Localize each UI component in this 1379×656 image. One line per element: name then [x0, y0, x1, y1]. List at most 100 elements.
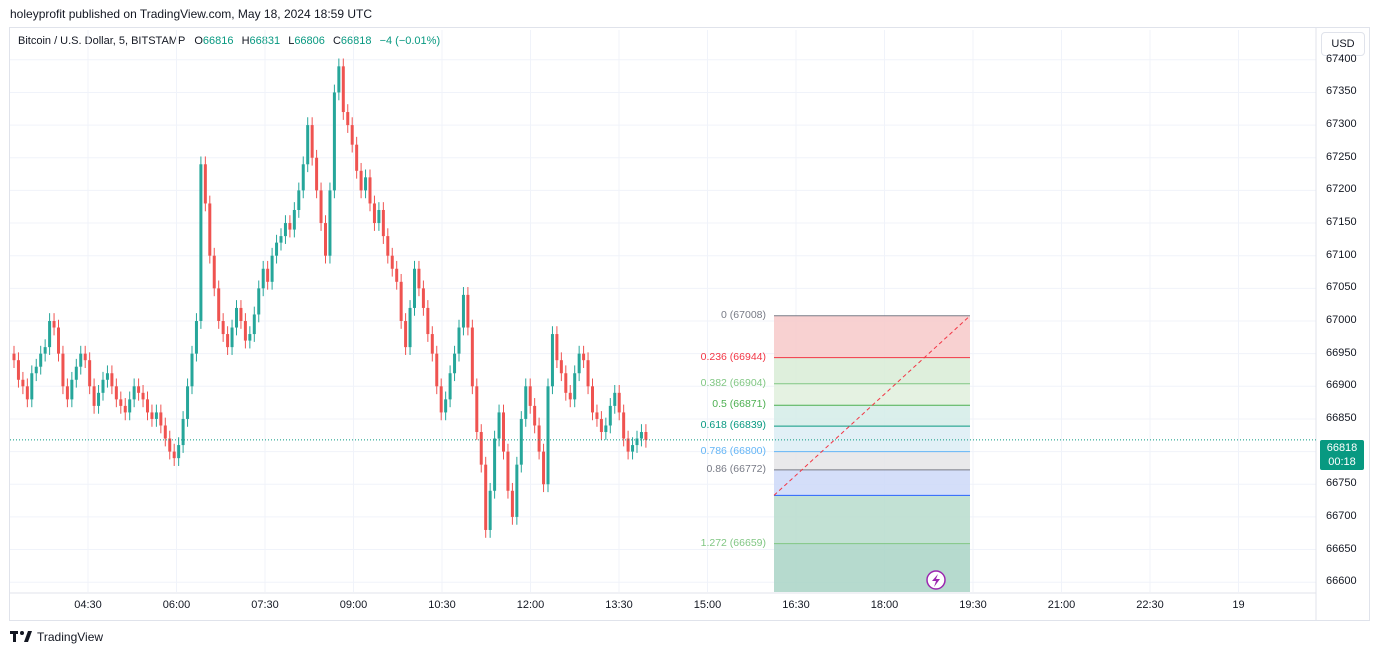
- candle-body: [252, 314, 256, 335]
- high-label: H: [241, 35, 250, 47]
- candle-body: [497, 412, 501, 439]
- open-value: 66816: [202, 35, 234, 47]
- price-tick-label: 67150: [1326, 216, 1357, 229]
- publisher-line: holeyprofit published on TradingView.com…: [10, 7, 372, 21]
- candle-body: [368, 177, 372, 204]
- candle-body: [257, 288, 261, 315]
- candle-body: [43, 347, 47, 354]
- fib-level-label: 0.382 (66904): [700, 376, 766, 389]
- bar-countdown: 00:18: [1328, 456, 1356, 468]
- candle-body: [448, 373, 452, 400]
- candle-body: [199, 164, 203, 321]
- fib-zone: [774, 405, 970, 427]
- price-tick-label: 67300: [1326, 118, 1357, 131]
- candle-body: [83, 353, 87, 361]
- candle-body: [488, 490, 492, 530]
- candle-body: [457, 327, 461, 354]
- candle-body: [97, 392, 101, 406]
- price-tick-label: 66700: [1326, 509, 1357, 522]
- candle-body: [248, 334, 252, 341]
- chart-frame: [9, 27, 1370, 621]
- candle-body: [61, 353, 65, 387]
- candle-body: [70, 379, 74, 400]
- candle-body: [381, 209, 385, 237]
- candle-body: [591, 386, 594, 413]
- candle-body: [555, 334, 559, 361]
- fib-zone: [774, 426, 970, 452]
- candle-body: [408, 307, 412, 348]
- candle-body: [479, 432, 483, 465]
- candle-body: [221, 321, 225, 335]
- candle-body: [203, 164, 207, 204]
- candle-body: [417, 268, 421, 289]
- brand-name: TradingView: [37, 630, 104, 644]
- candle-body: [16, 360, 20, 380]
- fib-level-label: 0.86 (66772): [706, 462, 766, 475]
- candle-body: [275, 242, 279, 256]
- candle-body: [608, 405, 612, 426]
- price-tick-label: 66950: [1326, 346, 1357, 359]
- candle-body: [550, 334, 554, 387]
- candle-body: [150, 412, 154, 419]
- candle-body: [644, 432, 648, 440]
- candle-body: [306, 125, 310, 165]
- candle-body: [470, 327, 474, 387]
- candle-body: [230, 327, 234, 348]
- candle-body: [466, 294, 470, 328]
- candle-body: [346, 112, 350, 126]
- brand-footer[interactable]: TradingView: [10, 630, 103, 644]
- candle-body: [573, 373, 577, 400]
- candle-body: [337, 66, 341, 93]
- candle-body: [12, 353, 16, 361]
- price-tick-label: 67200: [1326, 183, 1357, 196]
- candle-body: [226, 334, 230, 348]
- time-tick-label: 18:00: [870, 599, 899, 611]
- last-price-tag: 66818 00:18: [1320, 440, 1364, 470]
- candle-body: [626, 438, 630, 452]
- time-tick-label: 09:00: [339, 599, 368, 611]
- candle-body: [88, 360, 92, 387]
- candle-body: [283, 223, 287, 237]
- candle-body: [390, 255, 394, 269]
- candle-body: [48, 321, 52, 348]
- time-tick-label: 07:30: [251, 599, 279, 611]
- symbol-name[interactable]: Bitcoin / U.S. Dollar, 5, BITSTAMP: [18, 35, 186, 47]
- candle-body: [301, 164, 305, 191]
- time-tick-label: 13:30: [605, 599, 633, 611]
- price-tick-label: 67050: [1326, 281, 1357, 294]
- candle-body: [533, 405, 537, 426]
- candle-body: [324, 223, 327, 256]
- candle-body: [484, 464, 488, 530]
- candle-body: [430, 334, 434, 354]
- candle-body: [261, 268, 265, 289]
- time-tick-label: 10:30: [428, 599, 456, 611]
- candle-body: [622, 412, 626, 439]
- fib-level-label: 0.236 (66944): [700, 350, 766, 363]
- fib-level-label: 0.786 (66800): [700, 444, 766, 457]
- currency-button[interactable]: USD: [1321, 32, 1365, 56]
- candle-body: [39, 353, 43, 367]
- candle-body: [25, 386, 29, 400]
- candle-body: [92, 386, 96, 406]
- candle-body: [52, 321, 56, 328]
- fib-zone: [774, 357, 970, 384]
- candle-body: [599, 418, 603, 433]
- price-tick-label: 66650: [1326, 542, 1357, 555]
- candle-body: [510, 490, 514, 517]
- candle-body: [279, 236, 283, 243]
- candle-body: [297, 190, 301, 210]
- candle-body: [542, 451, 546, 485]
- price-tick-label: 67000: [1326, 314, 1357, 326]
- low-label: L: [288, 35, 295, 47]
- candle-body: [502, 412, 505, 452]
- candle-body: [426, 307, 430, 335]
- candle-body: [413, 268, 416, 308]
- close-label: C: [332, 35, 341, 47]
- candle-body: [595, 412, 599, 419]
- candle-body: [141, 392, 145, 400]
- candle-body: [186, 386, 190, 419]
- candle-body: [631, 445, 635, 452]
- fib-zone: [774, 451, 970, 470]
- price-tick-label: 67350: [1326, 85, 1357, 98]
